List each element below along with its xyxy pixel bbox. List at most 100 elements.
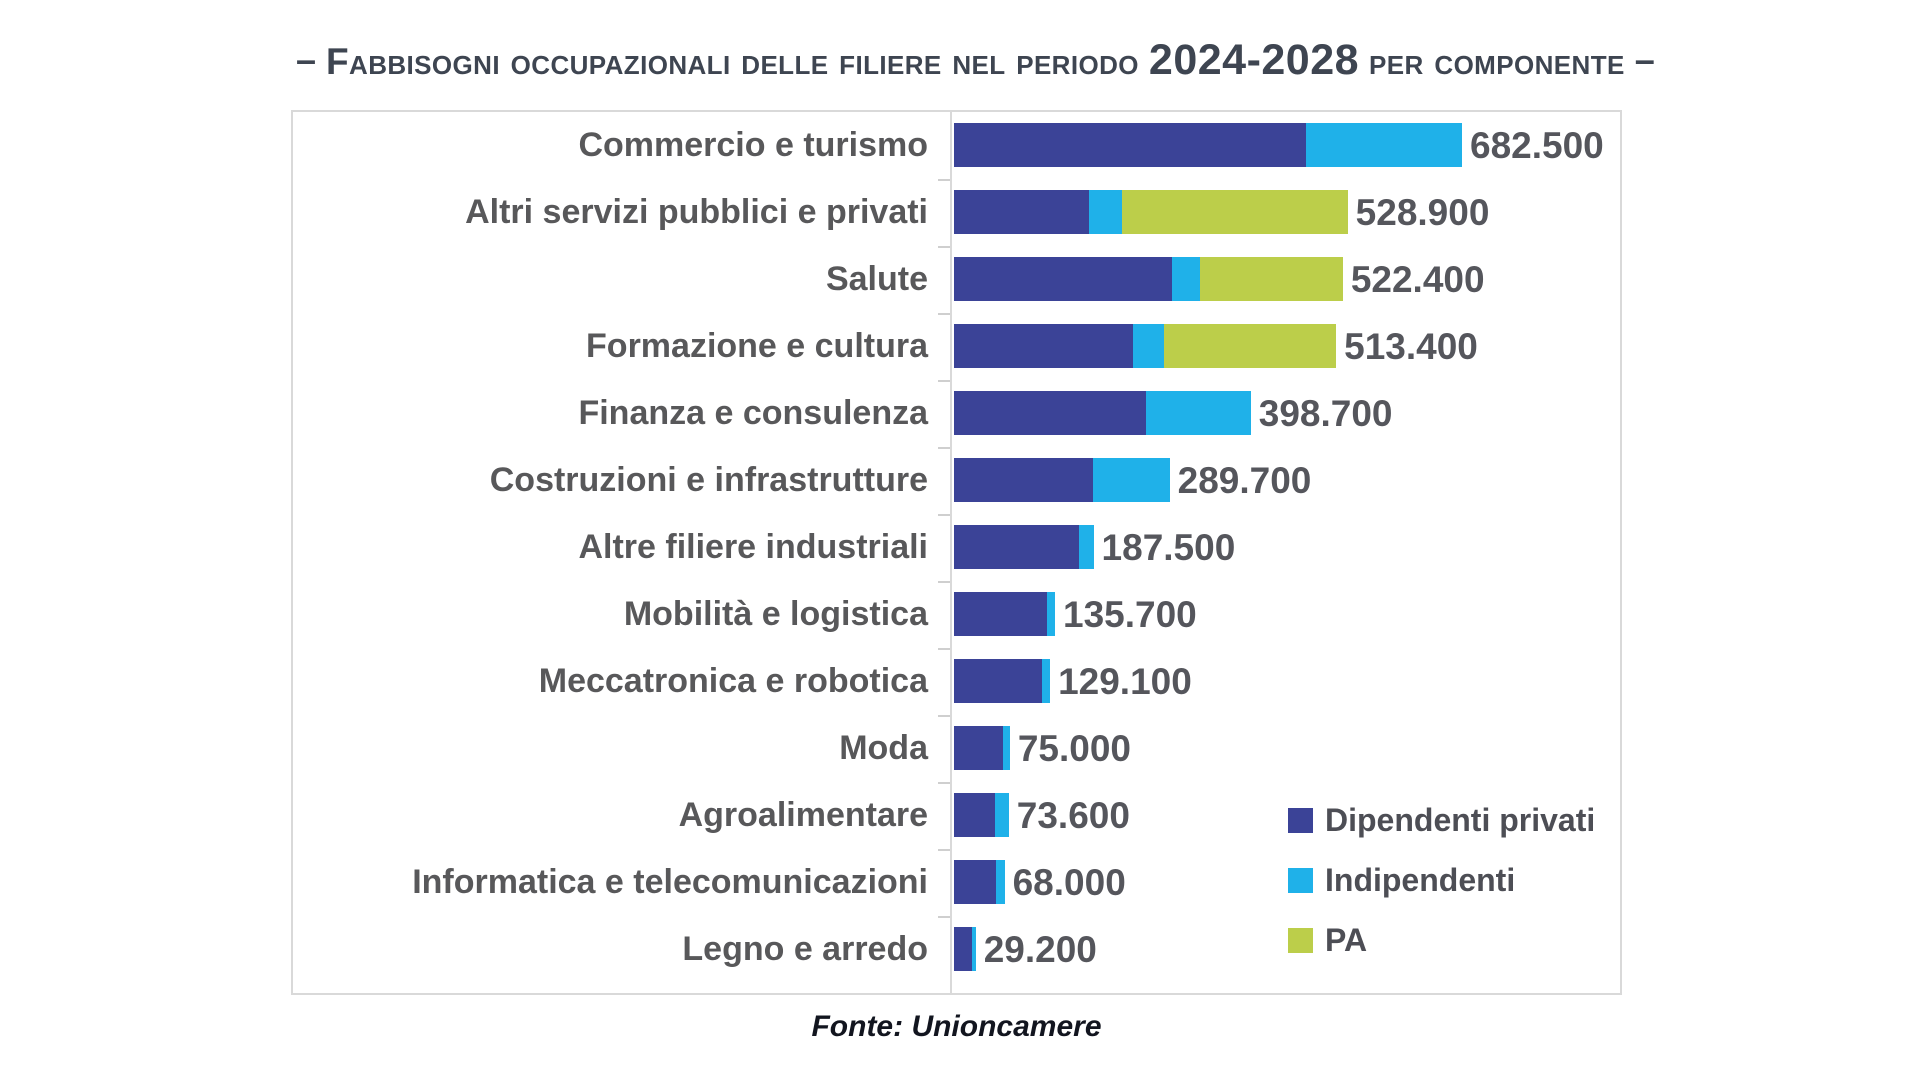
stacked-bar — [954, 391, 1251, 435]
stacked-bar — [954, 123, 1462, 167]
value-label: 528.900 — [1355, 192, 1490, 233]
stacked-bar — [954, 793, 1009, 837]
axis-tick — [938, 848, 950, 851]
bar-segment-dipendenti-privati — [954, 525, 1080, 569]
category-label: Formazione e cultura — [586, 327, 928, 365]
bar-segment-dipendenti-privati — [954, 458, 1094, 502]
category-label: Informatica e telecomunicazioni — [412, 863, 928, 901]
bar-row: Finanza e consulenza 398.700 — [293, 391, 1620, 435]
bar-segment-dipendenti-privati — [954, 391, 1147, 435]
value-label: 29.200 — [983, 929, 1097, 970]
legend-item-pa: PA — [1288, 920, 1595, 960]
legend-swatch-indipendenti — [1288, 867, 1313, 893]
plot-area: Commercio e turismo 682.500 Altri servizi … — [291, 110, 1622, 995]
bar-segment-dipendenti-privati — [954, 793, 996, 837]
bar-segment-dipendenti-privati — [954, 324, 1133, 368]
bar-segment-dipendenti-privati — [954, 190, 1089, 234]
bar-segment-indipendenti — [1079, 525, 1094, 569]
bar-segment-indipendenti — [995, 860, 1005, 904]
bar-row: Agroalimentare 73.600 — [293, 793, 1620, 837]
legend-label: Dipendenti privati — [1325, 801, 1596, 838]
bar-row: Meccatronica e robotica 129.100 — [293, 659, 1620, 703]
bar-segment-indipendenti — [1093, 458, 1170, 502]
bar-segment-indipendenti — [1171, 257, 1200, 301]
bar-segment-pa — [1121, 190, 1348, 234]
bar-segment-pa — [1199, 257, 1343, 301]
legend-label: PA — [1325, 921, 1368, 958]
axis-divider-line — [950, 112, 952, 993]
axis-tick — [938, 513, 950, 516]
category-label: Costruzioni e infrastrutture — [489, 461, 928, 499]
value-label: 289.700 — [1177, 460, 1312, 501]
title-text-2: per componente — [1369, 41, 1625, 82]
bar-segment-indipendenti — [1146, 391, 1251, 435]
title-text-1: Fabbisogni occupazionali delle filiere n… — [326, 41, 1139, 82]
stacked-bar — [954, 190, 1348, 234]
axis-tick — [938, 446, 950, 449]
bar-row: Legno e arredo 29.200 — [293, 927, 1620, 971]
axis-tick — [938, 580, 950, 583]
legend-label: Indipendenti — [1325, 861, 1516, 898]
bar-row: Moda 75.000 — [293, 726, 1620, 770]
title-dash-right: – — [1634, 39, 1655, 80]
axis-tick — [938, 178, 950, 181]
bar-segment-pa — [1163, 324, 1337, 368]
bar-segment-indipendenti — [1047, 592, 1055, 636]
bar-segment-indipendenti — [1306, 123, 1462, 167]
value-label: 129.100 — [1058, 661, 1192, 702]
legend-item-indipendenti: Indipendenti — [1288, 860, 1595, 900]
bar-row: Altre filiere industriali 187.500 — [293, 525, 1620, 569]
bar-segment-dipendenti-privati — [954, 592, 1048, 636]
bar-segment-indipendenti — [1088, 190, 1122, 234]
bar-segment-indipendenti — [1132, 324, 1164, 368]
value-label: 513.400 — [1344, 326, 1478, 367]
value-label: 682.500 — [1470, 125, 1604, 166]
stacked-bar — [954, 592, 1055, 636]
stacked-bar — [954, 860, 1005, 904]
axis-tick — [938, 647, 950, 650]
source-note: Fonte: Unioncamere — [811, 1010, 1102, 1043]
axis-tick — [938, 379, 950, 382]
bar-segment-indipendenti — [1003, 726, 1010, 770]
title-years: 2024-2028 — [1148, 36, 1360, 84]
stacked-bar — [954, 324, 1337, 368]
bar-segment-dipendenti-privati — [954, 860, 996, 904]
legend-swatch-dipendenti-privati — [1288, 807, 1313, 833]
value-label: 75.000 — [1017, 728, 1131, 769]
legend-swatch-pa — [1288, 927, 1313, 953]
value-label: 398.700 — [1258, 393, 1393, 434]
legend-item-dipendenti-privati: Dipendenti privati — [1288, 800, 1595, 840]
category-label: Moda — [839, 729, 928, 767]
value-label: 187.500 — [1101, 527, 1236, 568]
category-label: Agroalimentare — [678, 796, 928, 834]
value-label: 135.700 — [1063, 594, 1197, 635]
axis-tick — [938, 245, 950, 248]
value-label: 522.400 — [1350, 259, 1485, 300]
category-label: Commercio e turismo — [578, 126, 928, 164]
bar-segment-indipendenti — [1041, 659, 1051, 703]
bar-segment-indipendenti — [995, 793, 1009, 837]
value-label: 68.000 — [1012, 862, 1126, 903]
stacked-bar — [954, 927, 976, 971]
bar-row: Altri servizi pubblici e privati 528.900 — [293, 190, 1620, 234]
category-label: Legno e arredo — [682, 930, 928, 968]
category-label: Altri servizi pubblici e privati — [465, 193, 928, 231]
title-dash-left: – — [296, 39, 317, 80]
axis-tick — [938, 312, 950, 315]
axis-tick — [938, 915, 950, 918]
stacked-bar — [954, 659, 1051, 703]
bar-row: Mobilità e logistica 135.700 — [293, 592, 1620, 636]
stacked-bar — [954, 726, 1010, 770]
category-label: Mobilità e logistica — [623, 595, 928, 633]
bar-row: Commercio e turismo 682.500 — [293, 123, 1620, 167]
bar-segment-dipendenti-privati — [954, 927, 973, 971]
bar-segment-indipendenti — [972, 927, 976, 971]
bar-segment-dipendenti-privati — [954, 659, 1042, 703]
stacked-bar — [954, 458, 1170, 502]
bar-row: Salute 522.400 — [293, 257, 1620, 301]
bar-row: Costruzioni e infrastrutture 289.700 — [293, 458, 1620, 502]
bar-row: Informatica e telecomunicazioni 68.000 — [293, 860, 1620, 904]
category-label: Finanza e consulenza — [578, 394, 928, 432]
stacked-bar — [954, 257, 1343, 301]
